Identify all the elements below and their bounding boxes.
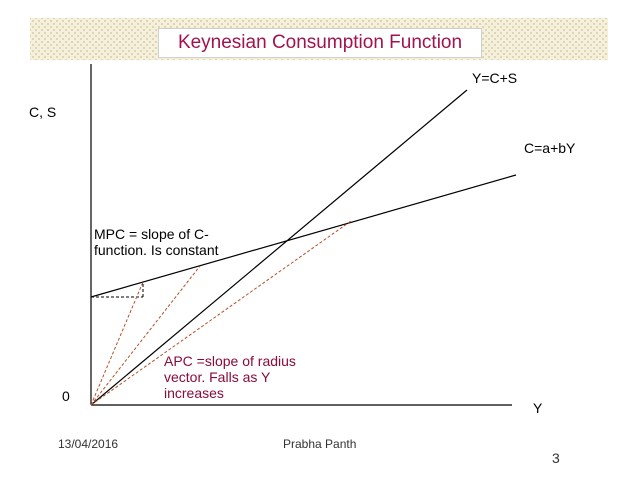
- footer-date: 13/04/2016: [58, 437, 119, 451]
- income-line-label: Y=C+S: [472, 70, 518, 86]
- footer-author: Prabha Panth: [283, 437, 357, 451]
- slide-title: Keynesian Consumption Function: [158, 28, 482, 58]
- mpc-annotation-line-1: MPC = slope of C-: [94, 226, 209, 242]
- y-axis-label: C, S: [29, 104, 57, 120]
- consumption-line: [90, 174, 517, 298]
- apc-annotation: APC =slope of radius vector. Falls as Y …: [164, 353, 296, 401]
- radius-vector-2: [90, 265, 201, 406]
- income-line: [90, 89, 468, 406]
- page-number: 3: [552, 450, 560, 466]
- radius-vector-1: [90, 281, 144, 406]
- mpc-annotation: MPC = slope of C- function. Is constant: [94, 226, 219, 258]
- origin-label: 0: [62, 388, 70, 404]
- apc-annotation-line-1: APC =slope of radius: [164, 353, 296, 369]
- mpc-annotation-line-2: function. Is constant: [94, 242, 219, 258]
- consumption-line-label: C=a+bY: [524, 140, 576, 156]
- apc-annotation-line-2: vector. Falls as Y: [164, 369, 271, 385]
- radius-vector-3: [90, 220, 352, 406]
- apc-annotation-line-3: increases: [164, 385, 224, 401]
- x-axis-label: Y: [533, 400, 543, 416]
